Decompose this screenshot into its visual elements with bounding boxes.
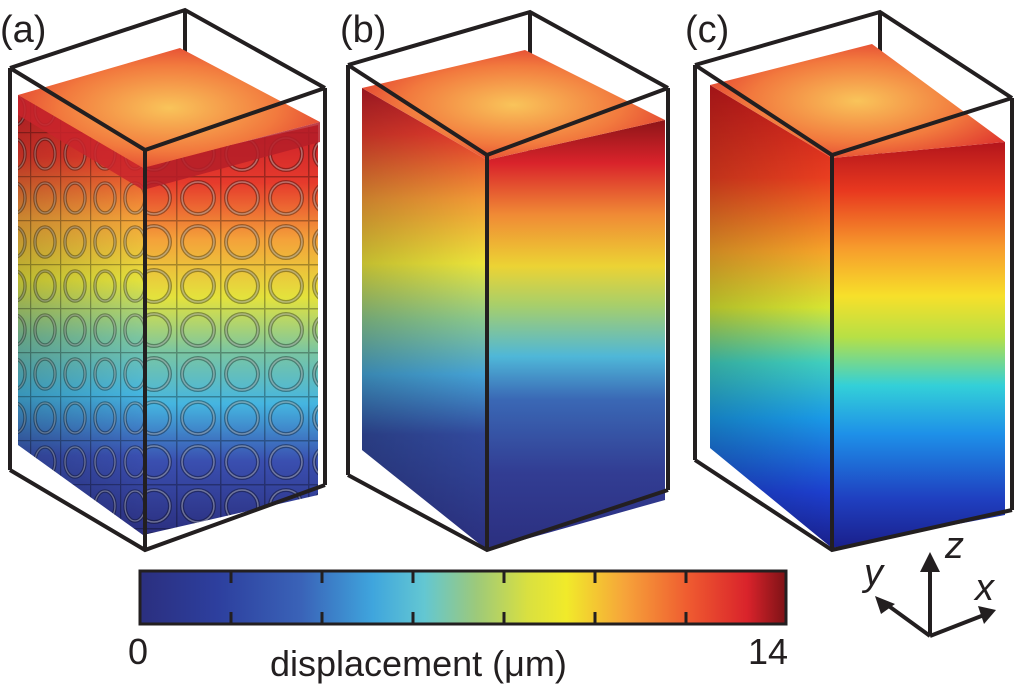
colorbar-title: displacement (μm) <box>270 643 567 684</box>
y-axis-arrowhead <box>875 596 895 614</box>
panel-b-block <box>362 50 665 550</box>
panel-a-lattice <box>18 48 320 535</box>
panel-c-box-front <box>693 63 1014 553</box>
panel-c: (c) <box>685 9 1014 553</box>
panel-b: (b) <box>340 9 670 553</box>
panel-b-label: (b) <box>340 9 386 51</box>
panel-a: (a) <box>0 7 327 553</box>
colorbar-ticks <box>229 571 688 624</box>
panel-c-block <box>710 44 1005 548</box>
panel-c-label: (c) <box>685 9 729 51</box>
z-axis-label: z <box>944 525 964 567</box>
panel-b-box-front <box>346 63 670 553</box>
colorbar-max-label: 14 <box>748 631 788 672</box>
colorbar-min-label: 0 <box>128 631 148 672</box>
colorbar: 0 14 displacement (μm) <box>128 569 788 684</box>
y-axis-label: y <box>861 552 885 594</box>
x-axis-label: x <box>973 567 996 609</box>
axes-triad: z x y <box>861 525 996 638</box>
z-axis-arrowhead <box>920 552 940 572</box>
x-axis-arrowhead <box>978 606 996 624</box>
panel-a-label: (a) <box>0 9 46 51</box>
panel-a-box-front <box>8 66 327 553</box>
colorbar-gradient <box>138 569 788 626</box>
